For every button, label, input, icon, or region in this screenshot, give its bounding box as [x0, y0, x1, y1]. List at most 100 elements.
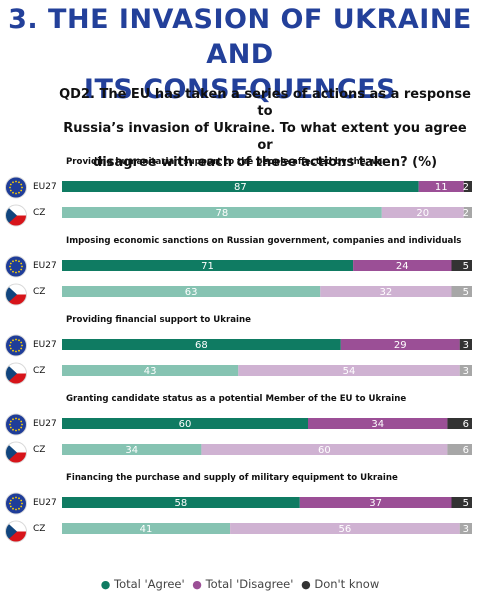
data-label-disagree: 60	[318, 445, 331, 456]
data-label-agree: 63	[185, 287, 198, 298]
row-label-cz: CZ	[33, 524, 45, 534]
bar-segment-dontknow	[451, 286, 472, 297]
eu-flag-star	[20, 347, 23, 350]
eu-flag-star	[12, 418, 14, 421]
data-label-dontknow: 5	[463, 498, 469, 509]
bar-segment-dontknow	[459, 339, 472, 350]
bar-segment-agree	[62, 260, 354, 271]
bar-segment-dontknow	[459, 365, 472, 376]
bar-segment-disagree	[418, 181, 464, 192]
bar-segment-disagree	[340, 339, 460, 350]
data-label-agree: 43	[144, 366, 157, 377]
data-label-agree: 71	[201, 261, 214, 272]
eu-flag-star	[12, 507, 14, 510]
cz-flag-blue-triangle	[5, 205, 17, 226]
bar-segment-agree	[62, 365, 239, 376]
data-label-dontknow: 2	[463, 208, 469, 219]
eu-flag-star	[12, 181, 14, 184]
eu-flag-star	[21, 186, 23, 189]
eu-flag-star	[20, 341, 23, 344]
eu-flag-star	[20, 426, 23, 429]
data-label-agree: 60	[179, 419, 192, 430]
bar-segment-disagree	[230, 523, 460, 534]
group-title: Imposing economic sanctions on Russian g…	[66, 236, 461, 246]
eu-flag-star	[12, 349, 14, 352]
cz-flag-border	[5, 362, 27, 385]
eu-flag-star	[12, 270, 14, 273]
question-text: QD2. The EU has taken a series of action…	[58, 86, 472, 171]
eu-flag-star	[9, 183, 12, 186]
cz-flag-border	[5, 520, 27, 543]
eu-flag-icon	[5, 492, 27, 515]
eu-flag-star	[15, 429, 17, 432]
bar-segment-dontknow	[447, 418, 472, 429]
cz-flag-icon	[5, 205, 27, 226]
legend-label-agree: Total 'Agree'	[114, 577, 185, 591]
eu-flag-star	[15, 271, 17, 274]
data-label-agree: 34	[125, 445, 138, 456]
eu-flag-star	[20, 499, 23, 502]
eu-flag-star	[20, 268, 23, 271]
eu-flag-star	[21, 502, 23, 505]
data-label-dontknow: 5	[463, 287, 469, 298]
question-line-2: Russia’s invasion of Ukraine. To what ex…	[63, 121, 467, 153]
bar-segment-agree	[62, 339, 341, 350]
cz-flag-red-band	[5, 373, 27, 384]
row-label-eu27: EU27	[33, 419, 57, 429]
eu-flag-star	[9, 186, 11, 189]
cz-flag-red-band	[5, 531, 27, 542]
page-title-line-1: 3. THE INVASION OF UKRAINE AND	[8, 4, 472, 70]
bar-segment-agree	[62, 207, 382, 218]
bar-segment-disagree	[201, 444, 448, 455]
cz-flag-white-band	[5, 521, 27, 532]
data-label-dontknow: 6	[463, 445, 469, 456]
legend-label-dontknow: Don't know	[314, 577, 380, 591]
eu-flag-star	[9, 423, 11, 426]
data-label-agree: 58	[175, 498, 188, 509]
eu-flag-star	[15, 192, 17, 195]
eu-flag-icon	[5, 413, 27, 436]
page-title: 3. THE INVASION OF UKRAINE AND ITS CONSE…	[0, 2, 480, 107]
row-label-eu27: EU27	[33, 498, 57, 508]
bar-segment-disagree	[299, 497, 452, 508]
data-label-disagree: 37	[369, 498, 382, 509]
legend-item-agree: ● Total 'Agree'	[101, 577, 185, 591]
eu-flag-star	[9, 347, 12, 350]
eu-flag-star	[21, 265, 23, 268]
eu-flag-star	[18, 418, 20, 421]
bar-segment-dontknow	[459, 523, 472, 534]
eu-flag-star	[9, 505, 12, 508]
eu-flag-star	[20, 183, 23, 186]
data-label-dontknow: 3	[463, 366, 469, 377]
cz-flag-icon	[5, 284, 27, 305]
cz-flag-blue-triangle	[5, 442, 17, 463]
bar-segment-dontknow	[447, 444, 472, 455]
eu-flag-star	[18, 270, 20, 273]
eu-flag-star	[15, 496, 17, 499]
row-label-cz: CZ	[33, 366, 45, 376]
data-label-agree: 87	[234, 182, 247, 193]
data-label-agree: 41	[140, 524, 153, 535]
data-label-dontknow: 6	[463, 419, 469, 430]
eu-flag-star	[12, 428, 14, 431]
row-label-cz: CZ	[33, 208, 45, 218]
data-label-dontknow: 2	[463, 182, 469, 193]
eu-flag-star	[15, 180, 17, 183]
cz-flag-icon	[5, 442, 27, 463]
row-label-cz: CZ	[33, 287, 45, 297]
bar-segment-dontknow	[451, 260, 472, 271]
legend-item-dontknow: ● Don't know	[301, 577, 379, 591]
row-label-eu27: EU27	[33, 261, 57, 271]
eu-flag-star	[21, 423, 23, 426]
question-line-3: disagree with each of these actions take…	[92, 155, 438, 170]
eu-flag-icon	[5, 334, 27, 357]
eu-flag-star	[18, 191, 20, 194]
bar-segment-agree	[62, 444, 202, 455]
eu-flag-star	[21, 344, 23, 347]
cz-flag-icon	[5, 363, 27, 384]
legend-dot-agree: ●	[100, 578, 111, 591]
data-label-disagree: 24	[396, 261, 409, 272]
eu-flag-star	[9, 189, 12, 192]
group-title: Financing the purchase and supply of mil…	[66, 473, 398, 483]
